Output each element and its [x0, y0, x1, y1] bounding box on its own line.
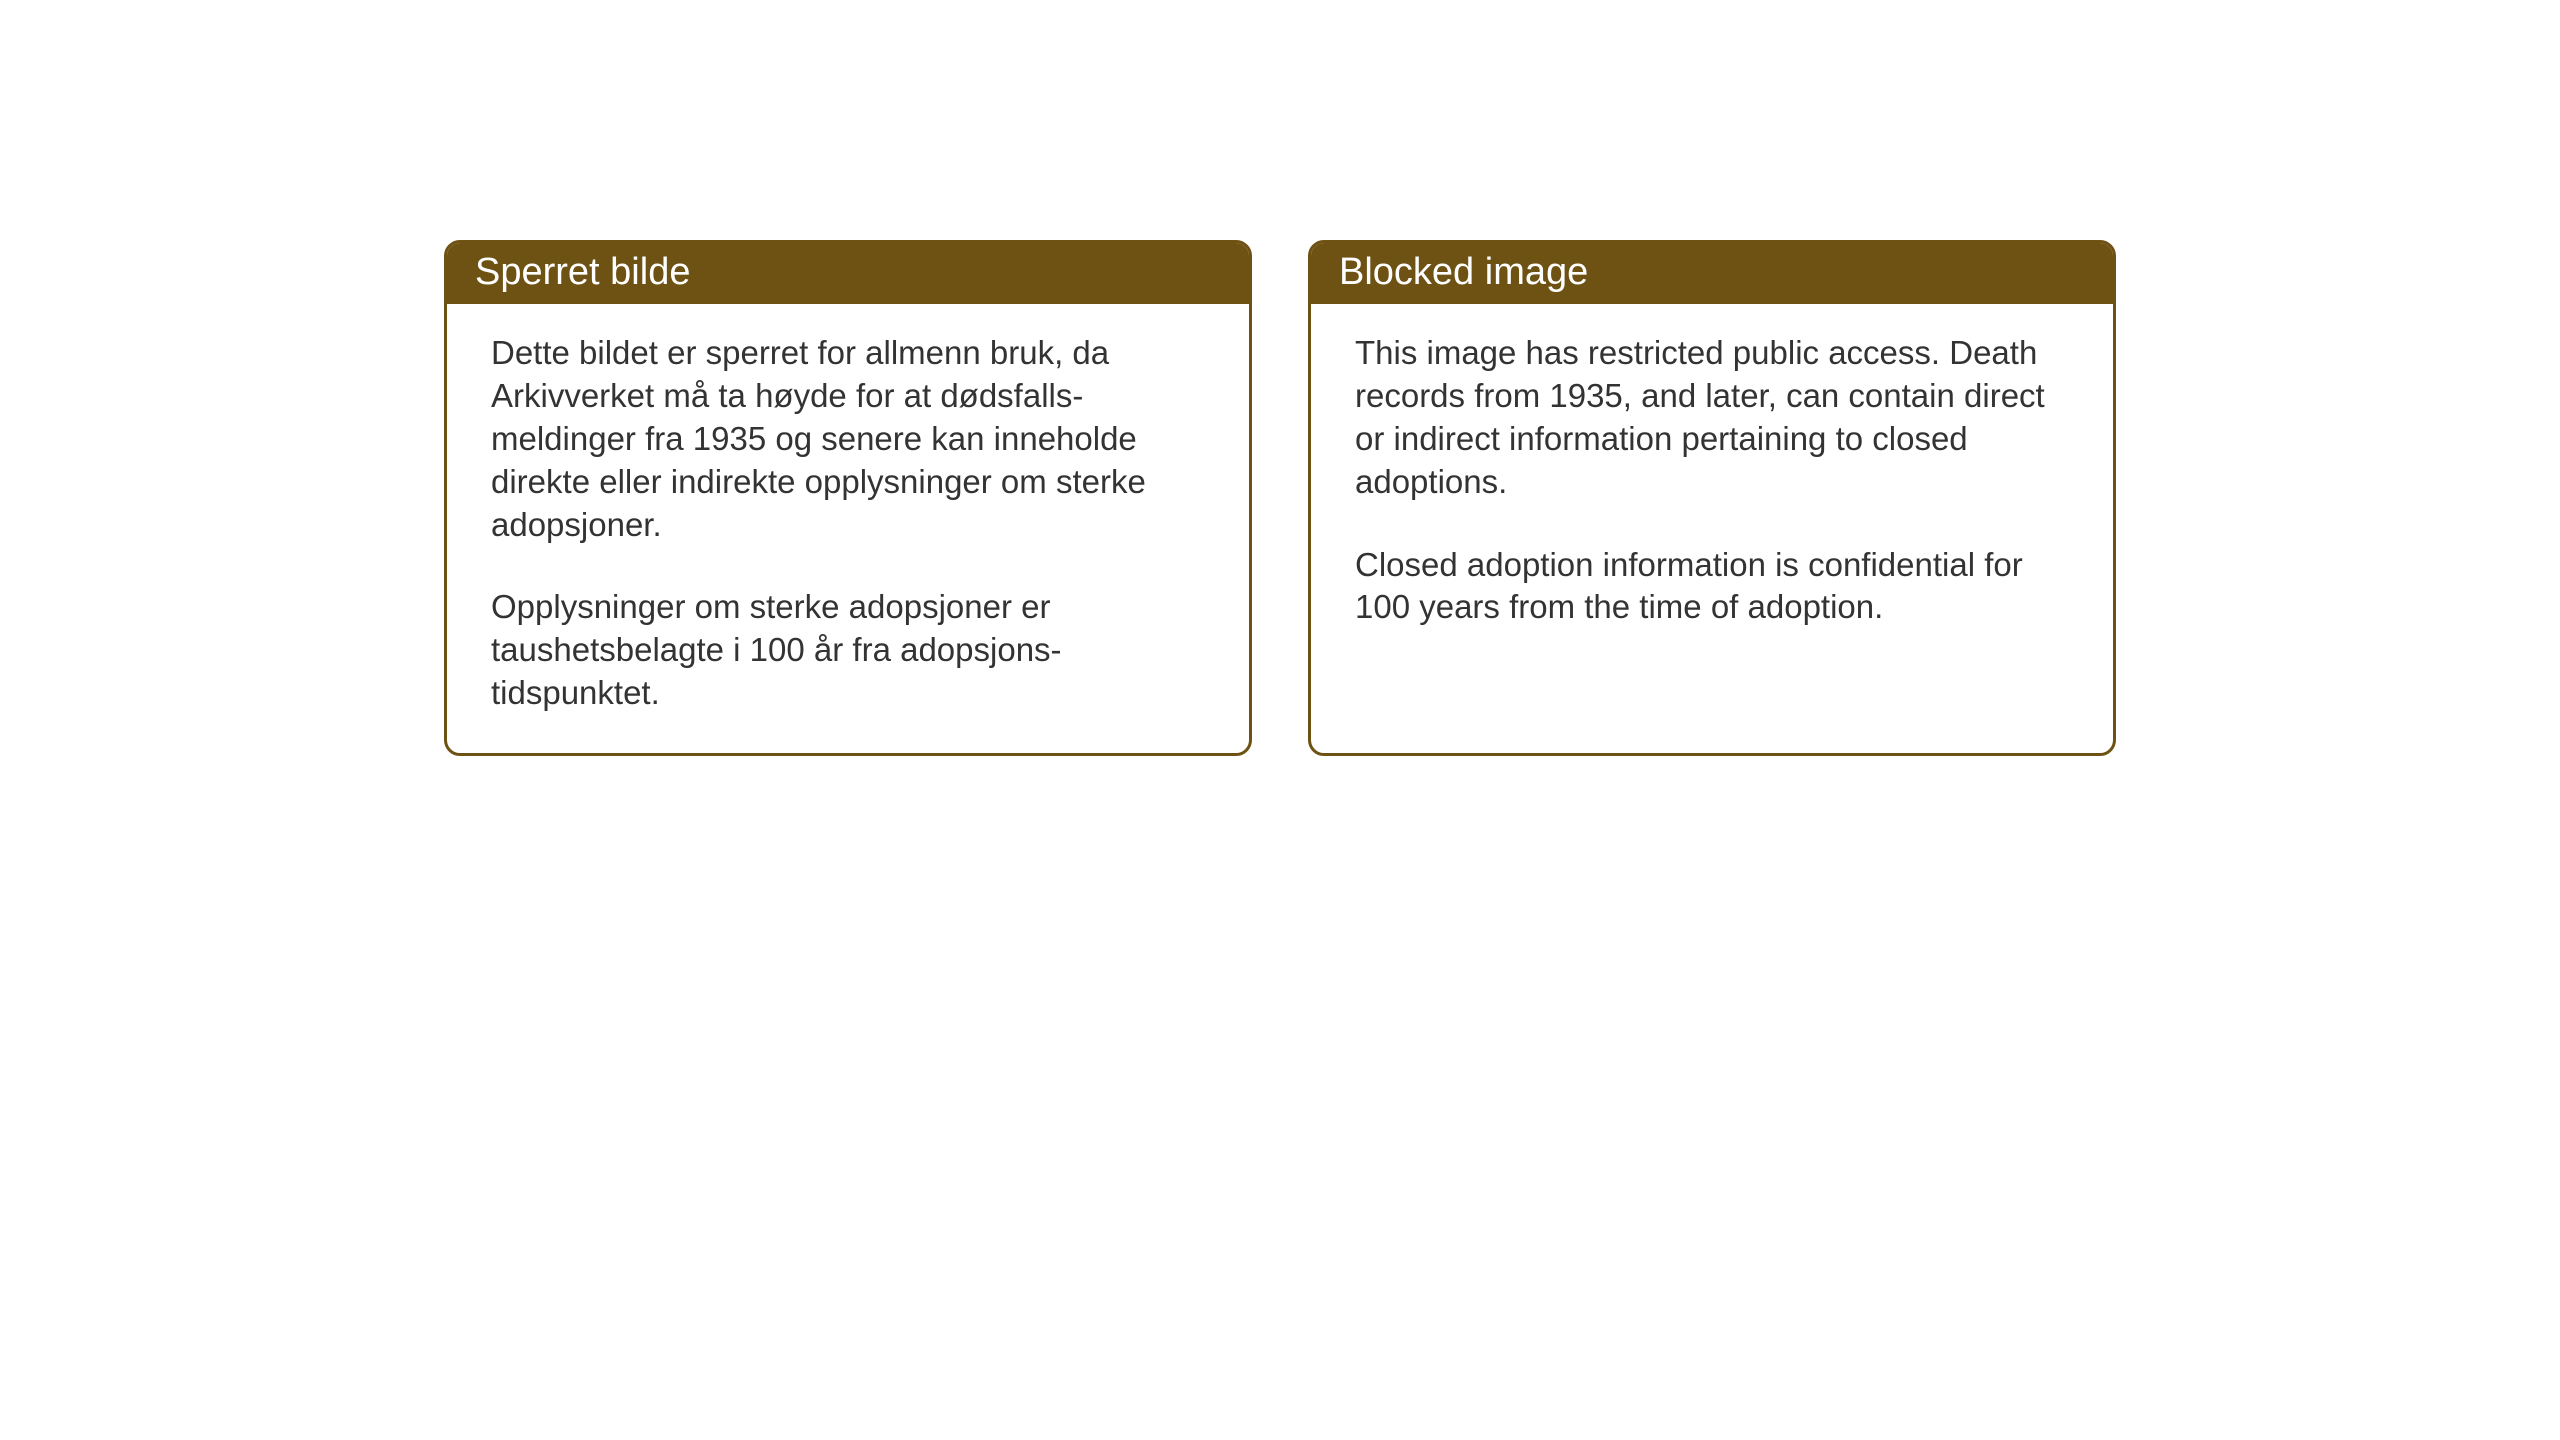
cards-container: Sperret bilde Dette bildet er sperret fo…: [444, 240, 2116, 756]
card-paragraph-2-english: Closed adoption information is confident…: [1355, 544, 2069, 630]
card-paragraph-1-norwegian: Dette bildet er sperret for allmenn bruk…: [491, 332, 1205, 546]
card-paragraph-2-norwegian: Opplysninger om sterke adopsjoner er tau…: [491, 586, 1205, 715]
card-body-norwegian: Dette bildet er sperret for allmenn bruk…: [447, 304, 1249, 753]
blocked-image-card-norwegian: Sperret bilde Dette bildet er sperret fo…: [444, 240, 1252, 756]
card-paragraph-1-english: This image has restricted public access.…: [1355, 332, 2069, 504]
card-title-norwegian: Sperret bilde: [447, 243, 1249, 304]
blocked-image-card-english: Blocked image This image has restricted …: [1308, 240, 2116, 756]
card-body-english: This image has restricted public access.…: [1311, 304, 2113, 711]
card-title-english: Blocked image: [1311, 243, 2113, 304]
